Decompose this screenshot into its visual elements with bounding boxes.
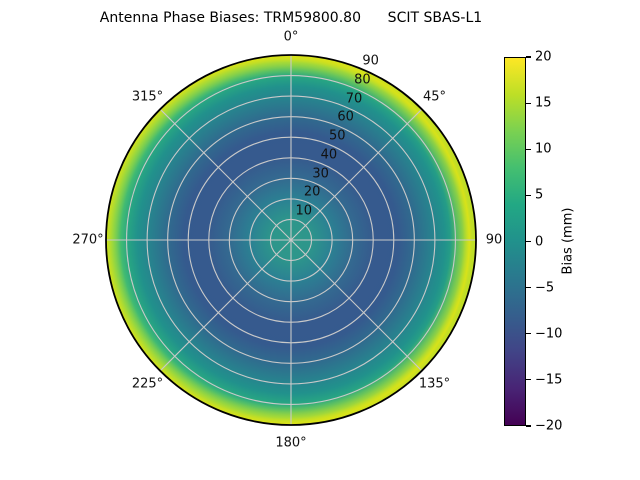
colorbar-tick-mark	[526, 379, 531, 381]
polar-labels: 10 20 30 40 50 60 70 80 90 0° 45° 90 135° 180° 225° 270…	[72, 30, 502, 451]
colorbar-tick-label: −5	[535, 280, 555, 296]
radial-tick-label: 10	[295, 203, 313, 219]
colorbar-tick-label: −10	[535, 326, 563, 342]
colorbar-tick-label: 5	[535, 187, 544, 203]
angular-tick-label: 225°	[131, 376, 164, 391]
angular-tick-label: 45°	[422, 89, 447, 104]
colorbar-tick-label: −20	[535, 418, 563, 434]
colorbar-tick-label: −15	[535, 372, 563, 388]
angular-tick-label: 180°	[275, 435, 307, 451]
colorbar-tick-mark	[526, 240, 531, 243]
polar-plot: 10 20 30 40 50 60 70 80 90 0° 45° 90 135° 180° 225° 270…	[72, 30, 502, 451]
colorbar-tick-mark	[526, 56, 531, 58]
radial-tick-label: 60	[337, 109, 354, 125]
radial-tick-label: 80	[354, 72, 371, 88]
angular-tick-label: 135°	[418, 376, 451, 391]
radial-tick-label: 90	[362, 53, 379, 69]
colorbar-tick-mark	[526, 287, 531, 289]
colorbar-tick-mark	[526, 148, 531, 150]
angular-gridline	[290, 239, 423, 372]
colorbar-tick-mark	[526, 102, 531, 104]
angular-tick-label: 315°	[131, 89, 164, 104]
angular-gridline	[290, 108, 423, 241]
angular-tick-label: 0°	[283, 29, 299, 45]
colorbar-tick-label: 20	[535, 49, 552, 65]
radial-tick-label: 70	[345, 91, 363, 106]
colorbar-tick-mark	[526, 194, 531, 196]
colorbar-tick-mark	[526, 333, 531, 335]
colorbar-gradient	[504, 57, 526, 426]
colorbar: 20 15 10 5 0 −5 −10 −15 −20	[504, 50, 562, 434]
colorbar-tick-label: 10	[535, 141, 552, 157]
colorbar-axis-label: Bias (mm)	[560, 207, 576, 275]
colorbar-tick-mark	[526, 425, 531, 427]
colorbar-tick-label: 0	[535, 234, 544, 249]
angular-gridline	[159, 239, 292, 372]
polar-outline	[105, 54, 477, 426]
chart-title: Antenna Phase Biases: TRM59800.80 SCIT S…	[99, 10, 483, 26]
angular-tick-label: 270°	[72, 232, 104, 248]
radial-tick-label: 30	[312, 166, 329, 182]
radial-tick-label: 40	[320, 147, 338, 163]
colorbar-tick-label: 15	[535, 95, 552, 111]
radial-tick-label: 50	[329, 128, 346, 144]
polar-grid	[105, 54, 477, 426]
angular-tick-label: 90	[485, 232, 503, 248]
radial-tick-label: 20	[303, 184, 321, 200]
angular-gridline	[159, 108, 292, 241]
